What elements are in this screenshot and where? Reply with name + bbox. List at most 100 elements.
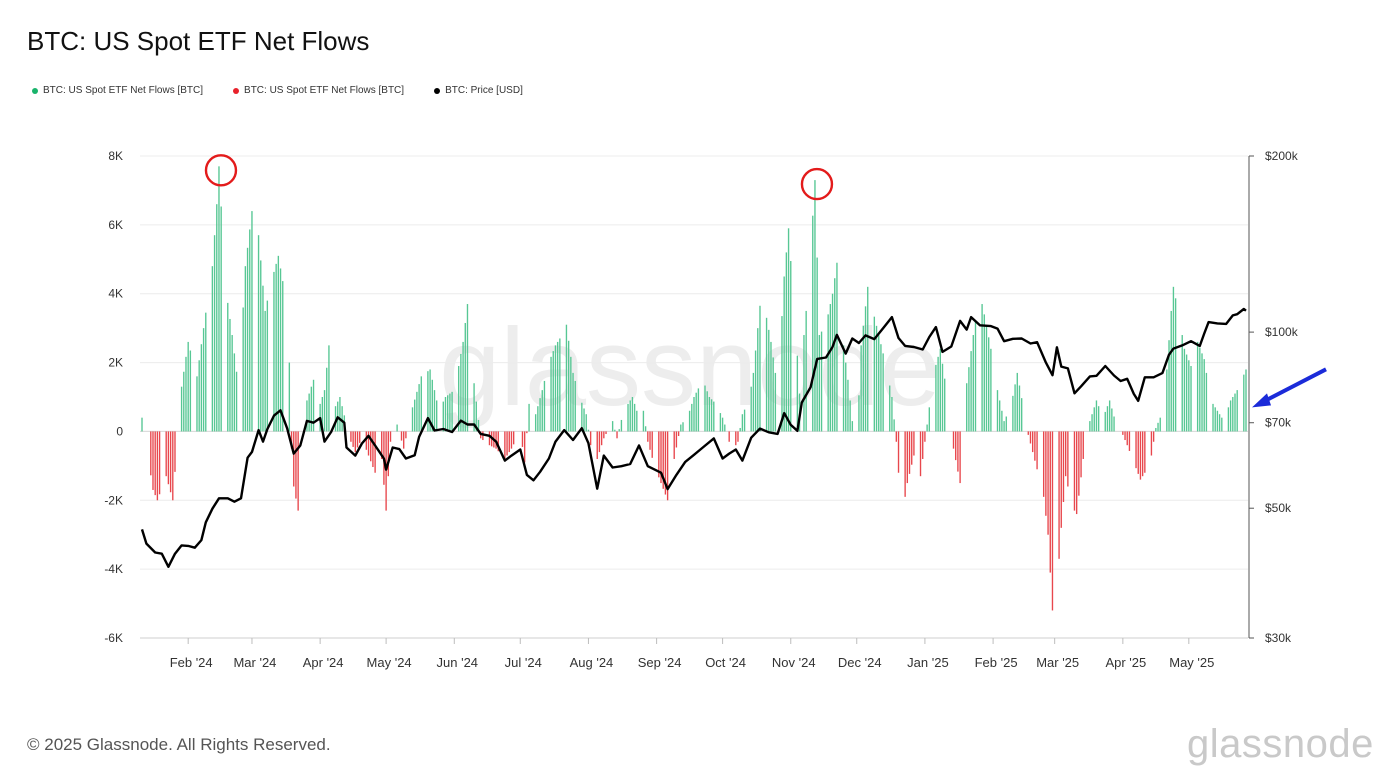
inflow-bar [752,372,755,432]
inflow-bar [541,390,543,432]
y-left-tick-label: -6K [104,631,123,645]
inflow-bar [697,388,700,432]
inflow-bar [1018,385,1021,432]
inflow-bar [972,335,974,432]
inflow-bar [196,376,198,432]
inflow-bar [1196,341,1199,432]
inflow-bar [1183,348,1186,432]
inflow-bar [1093,407,1095,432]
outflow-bar [605,431,607,435]
inflow-bar [862,325,865,432]
inflow-bar [851,421,854,432]
inflow-bar [1157,422,1159,432]
y-right-tick-label: $50k [1265,501,1292,515]
outflow-bar [911,431,913,465]
inflow-bar [847,379,849,432]
x-tick-label: Oct '24 [705,655,746,670]
inflow-bar [420,376,422,432]
inflow-bar [845,362,847,432]
inflow-bar [211,266,214,432]
x-tick-label: Nov '24 [772,655,816,670]
inflow-bar [996,390,999,432]
inflow-bar [570,356,572,432]
inflow-bar [1168,340,1170,432]
outflow-bar [1051,431,1054,611]
inflow-bar [1243,374,1245,432]
outflow-bar [647,431,649,442]
outflow-bar [895,431,898,442]
outflow-bar [1060,431,1062,528]
outflow-bar [356,431,359,448]
legend-item-outflows[interactable]: BTC: US Spot ETF Net Flows [BTC] [233,85,404,96]
outflow-bar [1080,431,1082,478]
inflow-bar [1159,417,1161,432]
inflow-bar [1245,369,1247,432]
legend-label: BTC: US Spot ETF Net Flows [BTC] [244,85,405,96]
inflow-bar [466,304,469,432]
outflow-bar [158,431,161,495]
inflow-bar [849,400,851,432]
inflow-bar [985,325,988,432]
inflow-bar [323,390,326,432]
legend-label: BTC: US Spot ETF Net Flows [BTC] [43,85,204,96]
inflow-bar [1014,384,1016,432]
inflow-bar [812,215,814,432]
inflow-bar [743,409,746,432]
inflow-bar [739,427,741,432]
outflow-bar [1150,431,1153,456]
inflow-bar [411,407,414,432]
inflow-bar [1199,347,1201,432]
x-tick-label: Jul '24 [505,655,542,670]
outflow-bar [352,431,354,447]
inflow-bar [220,206,222,432]
outflow-bar [1128,431,1131,451]
legend-item-inflows[interactable]: BTC: US Spot ETF Net Flows [BTC] [32,85,203,96]
inflow-bar [528,403,530,432]
inflow-bar [818,335,821,432]
inflow-bar [328,345,330,432]
inflow-bar [741,414,744,432]
inflow-bar [554,345,557,432]
legend: BTC: US Spot ETF Net Flows [BTC] BTC: US… [32,85,523,96]
inflow-bar [937,356,939,432]
inflow-bar [1170,310,1172,432]
legend-item-price[interactable]: BTC: Price [USD] [434,85,523,96]
y-right-tick-label: $30k [1265,631,1292,645]
outflow-bar [1034,431,1036,461]
inflow-bar [1188,360,1190,432]
chart-title: BTC: US Spot ETF Net Flows [27,26,370,56]
outflow-bar [666,431,669,501]
inflow-bar [273,271,275,432]
inflow-bar [1201,353,1203,432]
outflow-bar [385,431,387,511]
inflow-bar [966,383,968,432]
inflow-bar [279,268,282,432]
outflow-bar [370,431,372,462]
outflow-bar [598,431,601,453]
legend-dot-black [434,87,441,94]
inflow-bar [218,166,220,432]
inflow-bar [926,424,928,432]
inflow-bar [200,344,203,432]
inflow-bar [587,429,590,432]
x-tick-label: May '25 [1169,655,1214,670]
outflow-bar [919,431,922,477]
inflow-bar [451,391,453,432]
outflow-bar [497,431,499,452]
outflow-bar [660,431,662,484]
outflow-bar [959,431,961,484]
outflow-bar [673,431,675,459]
x-tick-label: Sep '24 [638,655,682,670]
outflow-bar [350,431,352,442]
outflow-bar [728,431,730,442]
glassnode-logo: glassnode [1187,722,1374,766]
y-left-tick-label: -4K [104,562,123,576]
x-tick-label: Jan '25 [907,655,949,670]
inflow-bar [216,204,218,432]
inflow-bar [710,399,713,432]
inflow-bar [447,395,449,432]
inflow-bar [433,390,436,432]
outflow-bar [664,431,667,495]
inflow-bar [785,252,788,432]
inflow-bar [695,392,697,432]
